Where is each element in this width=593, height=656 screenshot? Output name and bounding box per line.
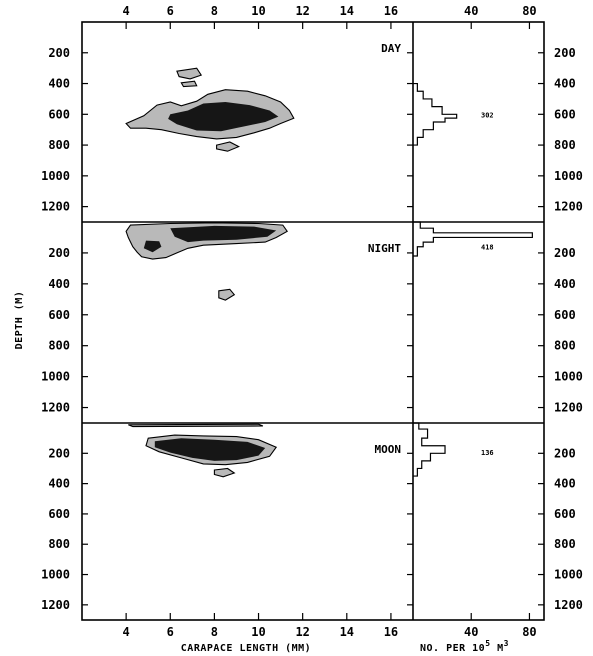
- x-tick-label-top: 14: [340, 4, 354, 18]
- outer-frame: [81, 21, 545, 621]
- moon-depth-label-left: 600: [48, 507, 70, 521]
- day-contour-outer-0: [176, 67, 203, 80]
- x-tick-label-top: 10: [251, 4, 265, 18]
- day-depth-label-right: 200: [554, 46, 576, 60]
- moon-depth-label-left: 800: [48, 537, 70, 551]
- night-contour-inner-1: [143, 240, 162, 253]
- x-axis-title: CARAPACE LENGTH (MM): [181, 643, 311, 654]
- night-depth-label-right: 800: [554, 339, 576, 353]
- day-histogram: [413, 82, 458, 146]
- moon-depth-label-left: 1000: [41, 568, 70, 582]
- night-depth-label-left: 800: [48, 339, 70, 353]
- moon-depth-label-right: 1200: [554, 598, 583, 612]
- hist-axis-title: NO. PER 105 M3: [420, 639, 509, 654]
- x-tick-label-bottom: 8: [211, 625, 218, 639]
- night-depth-label-left: 1000: [41, 370, 70, 384]
- night-contour-inner-0: [170, 225, 277, 243]
- moon-depth-label-left: 400: [48, 477, 70, 491]
- night-depth-label-right: 200: [554, 246, 576, 260]
- day-depth-label-right: 400: [554, 77, 576, 91]
- moon-contour-inner-0: [154, 438, 266, 461]
- moon-depth-label-right: 1000: [554, 568, 583, 582]
- hist-tick-label-bottom: 40: [464, 625, 478, 639]
- moon-depth-label-right: 200: [554, 446, 576, 460]
- x-tick-label-top: 12: [295, 4, 309, 18]
- night-depth-label-right: 1200: [554, 401, 583, 415]
- hist-axis-title-unit-exponent: 3: [504, 639, 509, 648]
- hist-tick-label-top: 40: [464, 4, 478, 18]
- count-label-day: 302: [481, 111, 494, 119]
- x-tick-label-bottom: 6: [167, 625, 174, 639]
- hist-axis-title-prefix: NO. PER 10: [420, 643, 485, 654]
- moon-depth-label-right: 400: [554, 477, 576, 491]
- label-layer: DAY 302 200 200 400 400 600 600 800 800 1000 1000 12…: [41, 4, 583, 639]
- day-depth-label-left: 1000: [41, 169, 70, 183]
- night-depth-label-left: 600: [48, 308, 70, 322]
- x-tick-label-bottom: 10: [251, 625, 265, 639]
- day-depth-label-left: 200: [48, 46, 70, 60]
- day-contour-inner-0: [168, 102, 279, 132]
- day-depth-label-right: 800: [554, 138, 576, 152]
- count-label-moon: 136: [481, 449, 494, 457]
- day-depth-label-left: 1200: [41, 200, 70, 214]
- hist-tick-label-bottom: 80: [522, 625, 536, 639]
- night-depth-label-right: 1000: [554, 370, 583, 384]
- night-histogram: [413, 221, 533, 257]
- night-depth-label-right: 600: [554, 308, 576, 322]
- moon-contour-outer-0: [128, 423, 264, 428]
- night-depth-label-right: 400: [554, 277, 576, 291]
- night-depth-label-left: 1200: [41, 401, 70, 415]
- hist-axis-title-unit: M: [491, 643, 504, 654]
- x-tick-label-top: 6: [167, 4, 174, 18]
- count-label-night: 418: [481, 244, 494, 252]
- night-depth-label-left: 200: [48, 246, 70, 260]
- hist-tick-label-top: 80: [522, 4, 536, 18]
- x-tick-label-top: 8: [211, 4, 218, 18]
- x-tick-label-bottom: 4: [123, 625, 130, 639]
- day-depth-label-right: 1000: [554, 169, 583, 183]
- day-contour-outer-1: [180, 80, 198, 88]
- panel-frames: [81, 21, 545, 621]
- panel-label-day: DAY: [381, 42, 401, 55]
- day-depth-label-left: 800: [48, 138, 70, 152]
- moon-depth-label-left: 1200: [41, 598, 70, 612]
- panel-label-moon: MOON: [375, 443, 402, 456]
- moon-depth-label-left: 200: [48, 446, 70, 460]
- x-tick-label-top: 16: [384, 4, 398, 18]
- x-tick-label-bottom: 16: [384, 625, 398, 639]
- moon-depth-label-right: 800: [554, 537, 576, 551]
- day-contour-outer-3: [216, 141, 241, 152]
- hist-axis-title-exponent: 5: [485, 639, 490, 648]
- day-depth-label-right: 600: [554, 107, 576, 121]
- moon-contour-outer-2: [213, 467, 236, 478]
- day-depth-label-left: 400: [48, 77, 70, 91]
- contour-layer: [125, 67, 295, 478]
- tick-layer: [82, 22, 544, 620]
- moon-depth-label-right: 600: [554, 507, 576, 521]
- moon-histogram: [413, 422, 446, 477]
- night-contour-outer-1: [218, 288, 236, 301]
- x-tick-label-bottom: 14: [340, 625, 354, 639]
- panel-label-night: NIGHT: [368, 242, 401, 255]
- x-tick-label-bottom: 12: [295, 625, 309, 639]
- histogram-layer: [413, 82, 533, 477]
- x-tick-label-top: 4: [123, 4, 130, 18]
- night-depth-label-left: 400: [48, 277, 70, 291]
- y-axis-title: DEPTH (M): [14, 291, 25, 350]
- day-depth-label-right: 1200: [554, 200, 583, 214]
- day-depth-label-left: 600: [48, 107, 70, 121]
